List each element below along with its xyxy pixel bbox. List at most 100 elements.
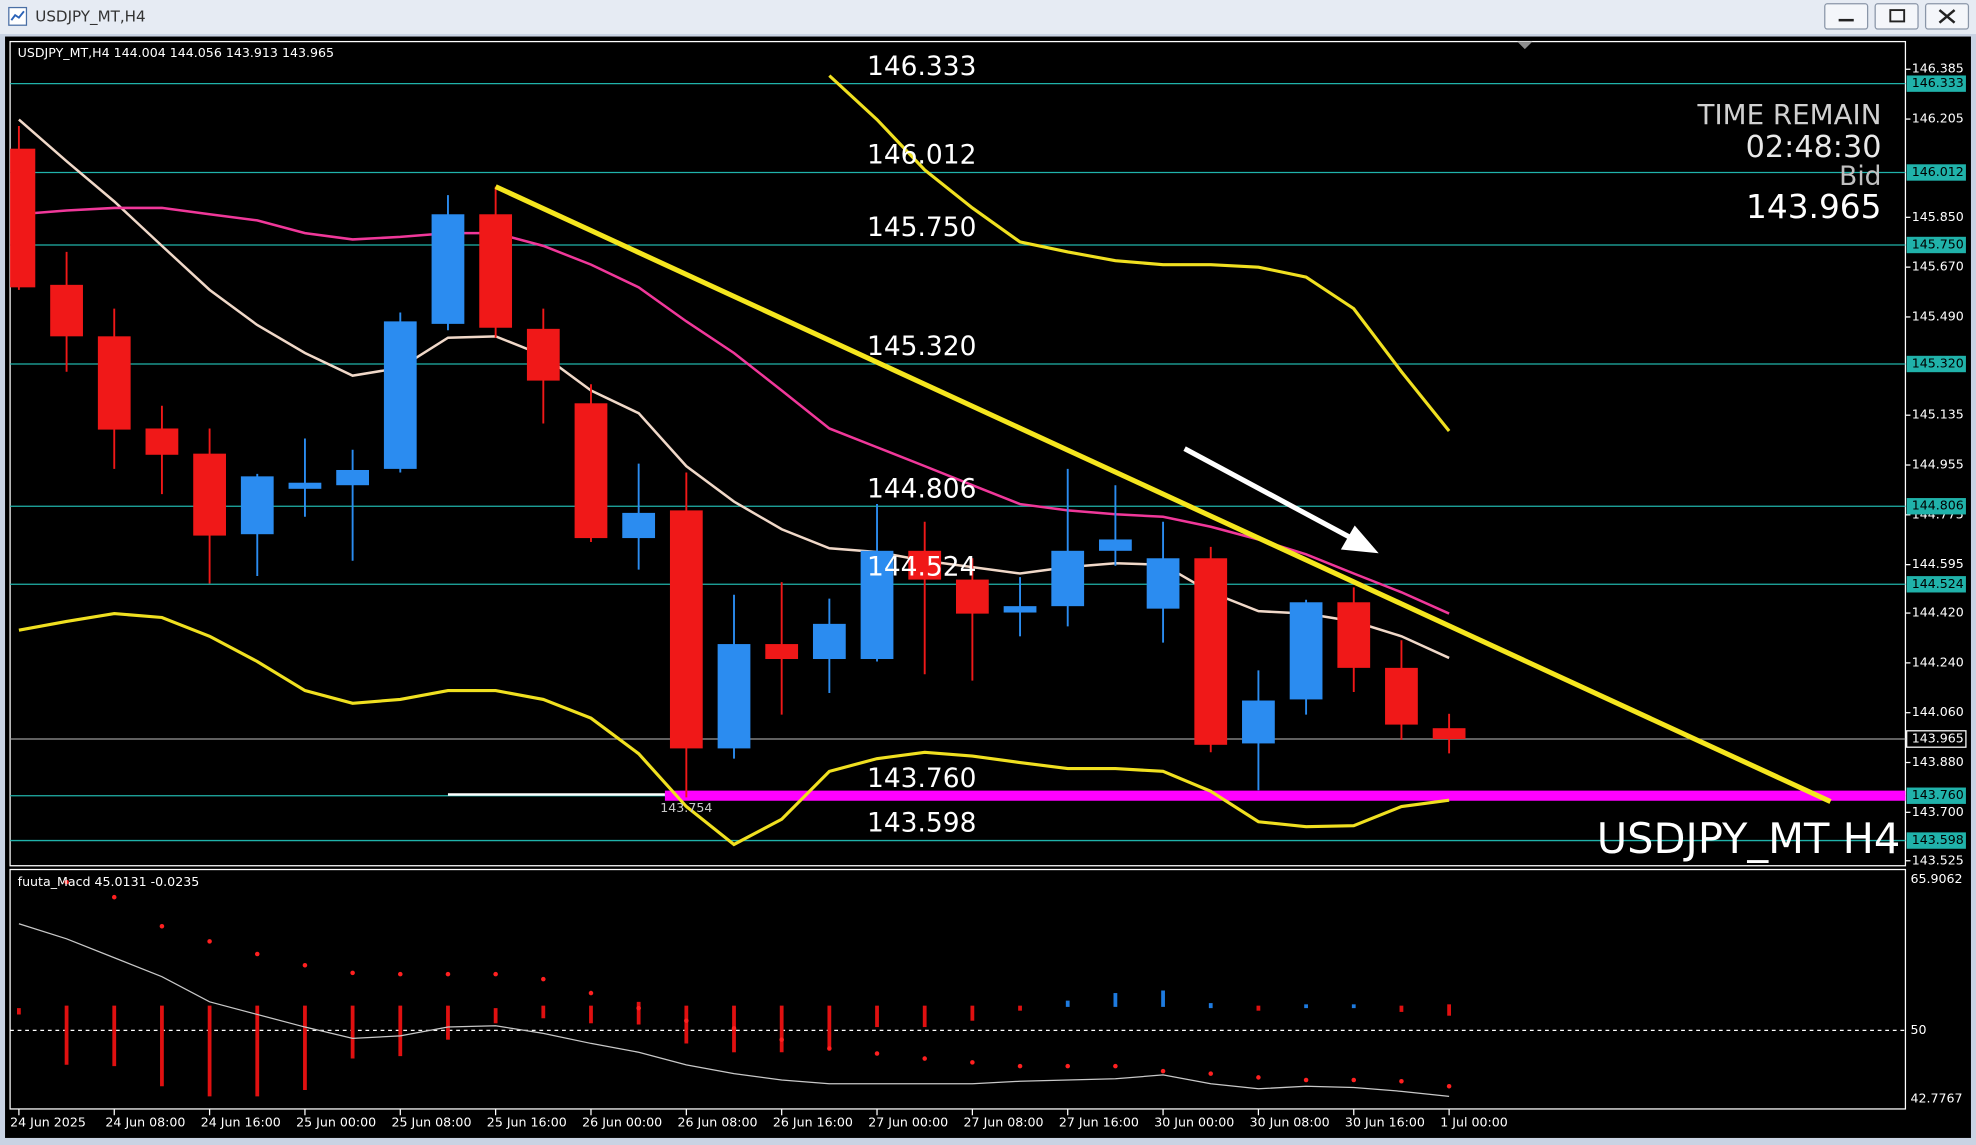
- candle-body: [526, 328, 560, 381]
- level-axis-box: [1906, 498, 1966, 515]
- shift-marker: [1517, 41, 1533, 50]
- level-label: 144.806: [867, 473, 976, 504]
- restore-button[interactable]: [1874, 3, 1919, 30]
- level-axis-label: 145.320: [1912, 355, 1964, 370]
- y-tick-label: 144.420: [1912, 605, 1964, 620]
- candle-body: [145, 428, 179, 455]
- candle-body: [50, 284, 83, 337]
- macd-line: [18, 923, 1450, 1097]
- candle-body: [479, 214, 513, 328]
- close-glyph: [1938, 9, 1956, 24]
- level-axis-box: [1906, 236, 1966, 254]
- y-tick-label: 145.490: [1912, 308, 1964, 323]
- watermark: USDJPY_MT H4: [1597, 814, 1901, 863]
- signal-dot: [874, 1051, 880, 1056]
- candle-body: [765, 644, 799, 660]
- candle-body: [669, 510, 703, 749]
- signal-dot: [111, 894, 117, 900]
- x-tick-label: 26 Jun 00:00: [582, 1114, 662, 1129]
- window-title: USDJPY_MT,H4: [35, 8, 145, 27]
- candle-body: [717, 644, 751, 749]
- x-tick-label: 26 Jun 08:00: [678, 1114, 758, 1129]
- signal-dot: [445, 971, 451, 977]
- open-readout: 144.004: [114, 44, 166, 59]
- candle-body: [1337, 602, 1371, 668]
- restore-glyph: [1889, 9, 1906, 23]
- arrow-shaft: [1183, 446, 1360, 545]
- title-bar: [0, 0, 1976, 35]
- level-axis-label: 143.760: [1912, 787, 1964, 802]
- level-axis-box: [1906, 355, 1966, 373]
- x-tick-label: 30 Jun 16:00: [1345, 1114, 1425, 1129]
- signal-dot: [1303, 1077, 1309, 1083]
- signal-dot: [350, 970, 355, 976]
- y-tick-label: 146.385: [1912, 61, 1964, 76]
- signal-dot: [1399, 1078, 1404, 1084]
- main-plot-frame: [9, 40, 1907, 867]
- macd-value: 45.0131: [95, 874, 147, 889]
- level-axis-box: [1906, 832, 1966, 849]
- x-tick-label: 27 Jun 00:00: [868, 1114, 948, 1129]
- macd-signal-value: -0.0235: [151, 874, 200, 889]
- x-tick-label: 30 Jun 08:00: [1250, 1114, 1330, 1129]
- signal-dot: [64, 879, 69, 885]
- bid-value: 143.965: [1746, 188, 1881, 226]
- macd-plot-frame: [9, 868, 1907, 1110]
- candle-body: [622, 512, 656, 539]
- minimize-button[interactable]: [1824, 3, 1869, 30]
- indicator-line: [18, 611, 1450, 847]
- y-tick-label: 144.595: [1912, 556, 1964, 571]
- time-remain-title: TIME REMAIN: [1697, 98, 1882, 131]
- level-label: 145.750: [867, 212, 976, 243]
- y-tick-label: 145.135: [1912, 407, 1964, 422]
- close-readout: 143.965: [282, 44, 334, 59]
- signal-dot: [1065, 1063, 1070, 1069]
- y-tick-label: 144.240: [1912, 654, 1964, 669]
- candle-body: [336, 469, 370, 486]
- overlay: USDJPY_MT,H4 144.004 144.056 143.913 143…: [10, 44, 1967, 1129]
- signal-dot: [159, 923, 165, 929]
- trendline: [494, 184, 1832, 804]
- level-axis-box: [1906, 576, 1966, 593]
- signal-dot: [1160, 1068, 1166, 1074]
- signal-dot: [684, 1018, 689, 1023]
- x-tick-label: 26 Jun 16:00: [773, 1114, 853, 1129]
- level-axis-label: 146.333: [1912, 75, 1964, 90]
- bid-axis-label: 143.965: [1912, 730, 1964, 745]
- candle-body: [1432, 728, 1466, 739]
- y-tick-label: 50: [1910, 1022, 1926, 1037]
- signal-dot: [970, 1060, 975, 1065]
- symbol-readout: USDJPY_MT,H4 144.004 144.056 143.913 143…: [18, 44, 334, 59]
- signal-dot: [731, 1026, 737, 1031]
- indicator-line: [828, 74, 1451, 432]
- signal-dot: [827, 1046, 832, 1051]
- signal-dot: [493, 971, 498, 977]
- signal-dot: [1017, 1063, 1023, 1069]
- y-tick-label: 42.7767: [1910, 1090, 1962, 1105]
- level-label: 145.320: [867, 331, 976, 362]
- level-label: 143.598: [867, 808, 976, 839]
- candle-body: [955, 579, 989, 614]
- candle-body: [574, 403, 608, 539]
- y-tick-label: 145.670: [1912, 259, 1964, 274]
- window-buttons: [1824, 3, 1970, 30]
- y-tick-label: 145.850: [1912, 209, 1964, 224]
- candle-body: [908, 550, 942, 580]
- macd-readout: fuuta_Macd 45.0131 -0.0235: [18, 874, 200, 889]
- y-tick-label: 144.060: [1912, 704, 1964, 719]
- candle-body: [1385, 667, 1418, 725]
- level-axis-box: [1906, 164, 1966, 181]
- candle-body: [1242, 700, 1275, 744]
- signal-dot: [1208, 1071, 1214, 1076]
- y-tick-label: 143.880: [1912, 754, 1964, 769]
- bid-axis-box: [1906, 730, 1967, 748]
- y-tick-label: 65.9062: [1910, 871, 1962, 886]
- candle-body: [1194, 558, 1228, 745]
- x-tick-label: 1 Jul 00:00: [1440, 1114, 1508, 1129]
- time-remain-value: 02:48:30: [1746, 130, 1882, 165]
- level-label: 143.760: [867, 763, 976, 794]
- y-tick-label: 143.700: [1912, 804, 1964, 819]
- high-readout: 144.056: [170, 44, 222, 59]
- candle-body: [812, 623, 846, 660]
